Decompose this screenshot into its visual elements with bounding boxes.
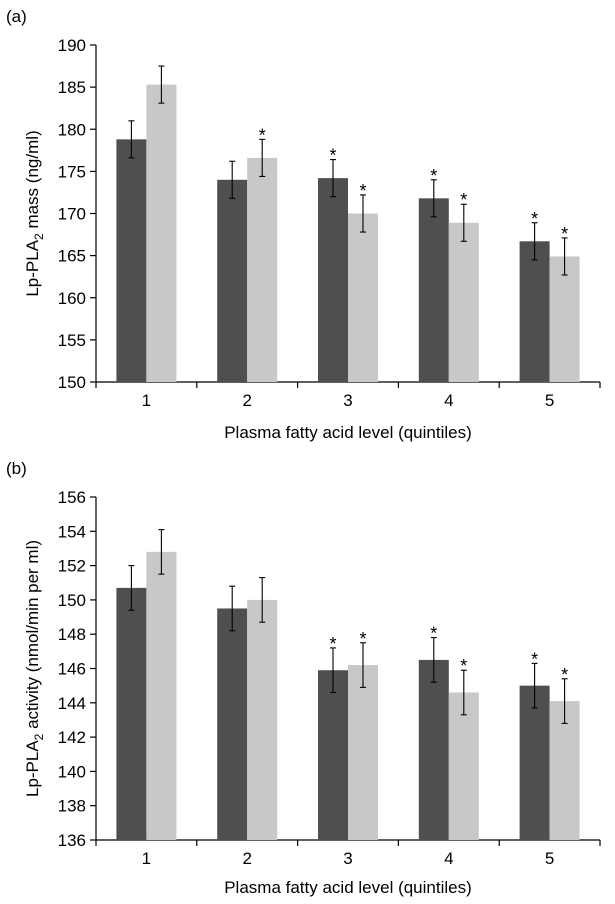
- y-axis-title-subscript: 2: [32, 233, 46, 240]
- chart-panel-b: (b) 136 138 140 142 144 146 148 150 152 154 156 1 2 3 4…: [6, 459, 601, 897]
- x-tick-label: 2: [242, 391, 251, 410]
- x-tick-label: 3: [343, 391, 352, 410]
- significance-marker: *: [460, 190, 467, 210]
- significance-marker: *: [430, 166, 437, 186]
- y-tick-label: 144: [58, 694, 86, 713]
- x-tick-label: 1: [142, 391, 151, 410]
- significance-marker: *: [531, 649, 538, 669]
- x-tick-label: 3: [343, 849, 352, 868]
- x-tick-label: 2: [242, 849, 251, 868]
- bar-series2-q5: [549, 701, 580, 840]
- bar-series1-q3: [318, 670, 348, 840]
- bar-series2-q1: [146, 551, 177, 840]
- significance-marker: *: [359, 629, 366, 649]
- significance-marker: *: [531, 209, 538, 229]
- x-tick-label: 4: [444, 849, 453, 868]
- y-axis-title-main: Lp-PLA: [23, 740, 42, 797]
- y-tick-label: 136: [58, 831, 86, 850]
- y-tick-label: 155: [58, 331, 86, 350]
- bar-series2-q5: [549, 256, 580, 382]
- bar-series1-q1: [116, 587, 147, 840]
- y-tick-label: 156: [58, 488, 86, 507]
- x-axis-title: Plasma fatty acid level (quintiles): [224, 423, 472, 442]
- y-axis-title-main: Lp-PLA: [23, 239, 42, 296]
- panel-label: (a): [6, 7, 27, 26]
- y-tick-label: 190: [58, 36, 86, 55]
- bar-series1-q4: [418, 659, 449, 840]
- bar-series1-q1: [116, 139, 147, 382]
- y-axis-title-subscript: 2: [32, 733, 46, 740]
- chart-panel-a: (a) 150 155 160 165 170 175 180 185 190 1 2 3 4 5 Plasm…: [6, 7, 601, 442]
- bar-series1-q2: [217, 608, 248, 840]
- bar-series1-q4: [418, 198, 449, 382]
- bar-series1-q5: [519, 685, 550, 840]
- x-tick-label: 5: [545, 849, 554, 868]
- significance-marker: *: [359, 181, 366, 201]
- significance-marker: *: [561, 665, 568, 685]
- y-tick-label: 140: [58, 762, 86, 781]
- y-tick-label: 142: [58, 728, 86, 747]
- significance-marker: *: [561, 224, 568, 244]
- y-tick-label: 152: [58, 557, 86, 576]
- bar-series2-q4: [448, 222, 479, 382]
- x-axis-title: Plasma fatty acid level (quintiles): [224, 878, 472, 897]
- bar-series1-q3: [318, 178, 348, 382]
- y-tick-label: 165: [58, 247, 86, 266]
- bar-series2-q4: [448, 692, 479, 840]
- y-tick-label: 170: [58, 205, 86, 224]
- y-tick-label: 146: [58, 660, 86, 679]
- y-tick-label: 154: [58, 522, 86, 541]
- x-tick-label: 4: [444, 391, 453, 410]
- bar-series2-q1: [146, 84, 177, 382]
- bar-series2-q3: [348, 213, 378, 382]
- y-tick-label: 180: [58, 120, 86, 139]
- y-axis-title: Lp-PLA2 activity (nmol/min per ml): [23, 540, 46, 797]
- significance-marker: *: [460, 656, 467, 676]
- y-axis-title: Lp-PLA2 mass (ng/ml): [23, 130, 46, 296]
- bar-series1-q5: [519, 241, 550, 382]
- x-tick-label: 5: [545, 391, 554, 410]
- bar-series1-q2: [217, 179, 248, 382]
- y-tick-label: 160: [58, 289, 86, 308]
- y-tick-label: 185: [58, 78, 86, 97]
- bar-series2-q2: [247, 599, 278, 840]
- x-tick-label: 1: [142, 849, 151, 868]
- y-axis-title-rest: activity (nmol/min per ml): [23, 540, 42, 734]
- bar-series2-q2: [247, 157, 278, 382]
- bar-series2-q3: [348, 665, 378, 840]
- significance-marker: *: [259, 125, 266, 145]
- significance-marker: *: [430, 624, 437, 644]
- y-tick-label: 175: [58, 162, 86, 181]
- y-axis-title-rest: mass (ng/ml): [23, 130, 42, 233]
- significance-marker: *: [329, 634, 336, 654]
- panel-label: (b): [6, 459, 27, 478]
- significance-marker: *: [329, 146, 336, 166]
- y-tick-label: 150: [58, 373, 86, 392]
- y-tick-label: 148: [58, 625, 86, 644]
- y-tick-label: 150: [58, 591, 86, 610]
- y-tick-label: 138: [58, 797, 86, 816]
